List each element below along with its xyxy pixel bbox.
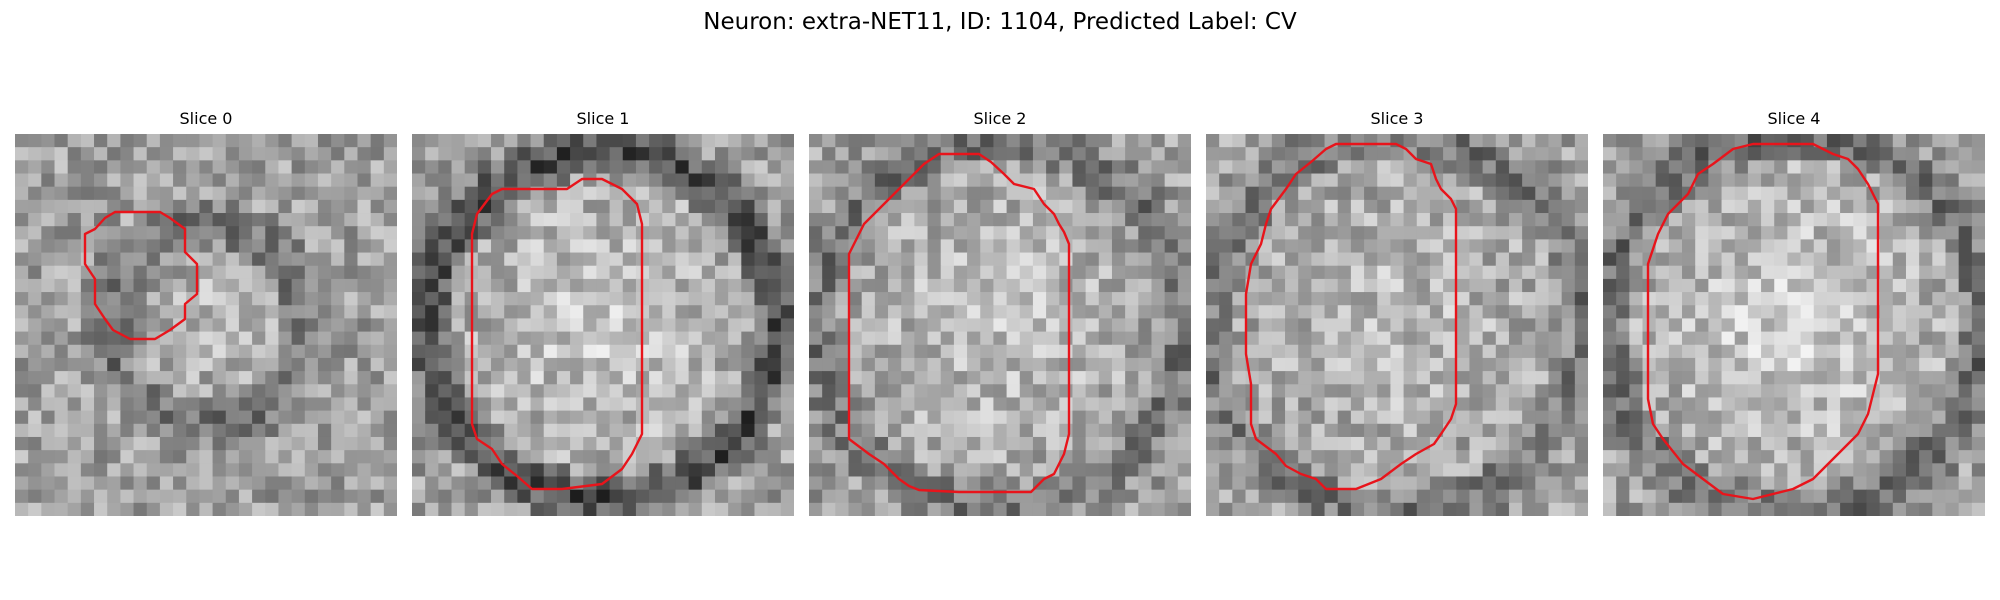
roi-contour xyxy=(1244,142,1458,491)
slice-image-0 xyxy=(15,134,397,516)
slice-image-4 xyxy=(1603,134,1985,516)
roi-contour xyxy=(1646,142,1880,501)
slice-image-1 xyxy=(412,134,794,516)
slice-title: Slice 2 xyxy=(973,109,1027,128)
figure-title: Neuron: extra-NET11, ID: 1104, Predicted… xyxy=(703,9,1297,35)
slice-title: Slice 0 xyxy=(179,109,233,128)
slice-image-2 xyxy=(809,134,1191,516)
slice-title: Slice 1 xyxy=(576,109,630,128)
roi-contour xyxy=(83,210,199,341)
roi-contour xyxy=(470,177,644,491)
roi-contour xyxy=(847,152,1071,494)
slice-image-3 xyxy=(1206,134,1588,516)
slice-title: Slice 4 xyxy=(1767,109,1821,128)
slice-title: Slice 3 xyxy=(1370,109,1424,128)
